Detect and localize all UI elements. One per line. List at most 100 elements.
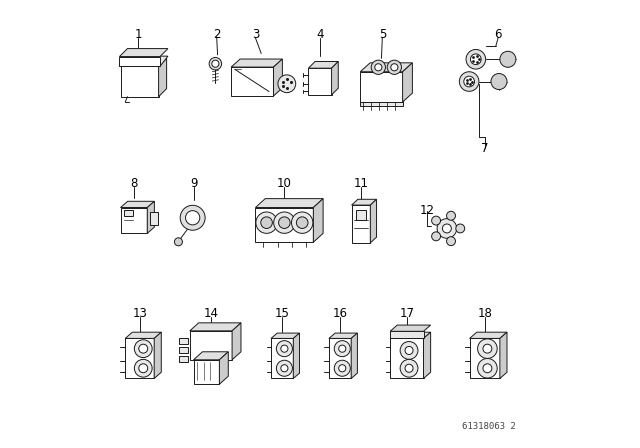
- Circle shape: [483, 364, 492, 373]
- Circle shape: [209, 57, 221, 70]
- Circle shape: [276, 360, 292, 376]
- Polygon shape: [120, 56, 160, 66]
- Circle shape: [278, 217, 290, 228]
- Polygon shape: [293, 333, 300, 379]
- Circle shape: [405, 364, 413, 372]
- Polygon shape: [390, 325, 431, 332]
- Text: 13: 13: [132, 307, 147, 320]
- Polygon shape: [424, 332, 431, 379]
- Polygon shape: [120, 56, 168, 66]
- Polygon shape: [360, 63, 412, 72]
- Text: 11: 11: [353, 177, 369, 190]
- Circle shape: [256, 212, 277, 233]
- Polygon shape: [351, 333, 357, 379]
- Circle shape: [260, 217, 273, 228]
- Text: 12: 12: [419, 204, 435, 217]
- Polygon shape: [231, 59, 282, 67]
- Circle shape: [334, 340, 350, 357]
- Circle shape: [339, 345, 346, 352]
- Circle shape: [477, 339, 497, 358]
- Circle shape: [400, 341, 418, 359]
- Bar: [124, 210, 134, 216]
- Circle shape: [134, 340, 152, 358]
- Text: 6: 6: [494, 28, 502, 41]
- Circle shape: [387, 60, 401, 74]
- Circle shape: [139, 344, 148, 353]
- Circle shape: [431, 232, 440, 241]
- Polygon shape: [329, 333, 357, 338]
- Circle shape: [139, 364, 148, 373]
- Circle shape: [339, 365, 346, 372]
- Circle shape: [442, 224, 451, 233]
- Text: 4: 4: [316, 28, 324, 41]
- Polygon shape: [271, 338, 293, 379]
- Circle shape: [470, 54, 481, 65]
- Text: 7: 7: [481, 142, 488, 155]
- Circle shape: [477, 358, 497, 378]
- Polygon shape: [360, 102, 403, 107]
- Polygon shape: [273, 59, 282, 96]
- Circle shape: [456, 224, 465, 233]
- Bar: [179, 347, 188, 353]
- Circle shape: [334, 360, 350, 376]
- Polygon shape: [193, 352, 228, 360]
- Text: 15: 15: [275, 307, 289, 320]
- Circle shape: [375, 64, 382, 71]
- Circle shape: [460, 72, 479, 91]
- Text: 61318063 2: 61318063 2: [462, 422, 516, 431]
- Polygon shape: [390, 332, 424, 338]
- Circle shape: [281, 345, 288, 352]
- Text: 8: 8: [130, 177, 138, 190]
- Text: 2: 2: [213, 28, 220, 41]
- Polygon shape: [403, 63, 412, 102]
- Polygon shape: [332, 61, 339, 95]
- Polygon shape: [154, 332, 161, 379]
- Circle shape: [405, 346, 413, 354]
- Polygon shape: [120, 207, 147, 233]
- Polygon shape: [500, 332, 507, 379]
- Polygon shape: [351, 199, 376, 205]
- Circle shape: [437, 219, 457, 238]
- Polygon shape: [125, 332, 161, 338]
- Circle shape: [180, 205, 205, 230]
- Circle shape: [447, 237, 456, 246]
- Polygon shape: [351, 205, 371, 243]
- Circle shape: [447, 211, 456, 220]
- Polygon shape: [121, 66, 159, 97]
- Polygon shape: [360, 72, 403, 102]
- Circle shape: [276, 340, 292, 357]
- Circle shape: [296, 217, 308, 228]
- Polygon shape: [190, 323, 241, 331]
- Circle shape: [464, 76, 474, 87]
- Circle shape: [291, 212, 313, 233]
- Polygon shape: [390, 332, 431, 338]
- Polygon shape: [147, 201, 154, 233]
- Bar: [179, 356, 188, 362]
- Text: 10: 10: [277, 177, 292, 190]
- Circle shape: [278, 75, 296, 93]
- Polygon shape: [121, 58, 166, 66]
- Circle shape: [186, 211, 200, 225]
- Circle shape: [175, 238, 182, 246]
- Polygon shape: [255, 207, 314, 242]
- Bar: [356, 210, 366, 220]
- Text: 9: 9: [191, 177, 198, 190]
- Text: 1: 1: [134, 28, 142, 41]
- Circle shape: [500, 51, 516, 67]
- Bar: [179, 338, 188, 345]
- Polygon shape: [314, 198, 323, 242]
- Polygon shape: [159, 58, 166, 97]
- Polygon shape: [308, 61, 339, 68]
- Polygon shape: [255, 198, 323, 207]
- Polygon shape: [470, 332, 507, 338]
- Bar: [150, 211, 158, 225]
- Text: 16: 16: [333, 307, 348, 320]
- Text: 3: 3: [252, 28, 259, 41]
- Polygon shape: [125, 338, 154, 379]
- Polygon shape: [120, 201, 154, 207]
- Circle shape: [134, 359, 152, 377]
- Polygon shape: [120, 48, 168, 56]
- Circle shape: [466, 49, 486, 69]
- Polygon shape: [371, 199, 376, 243]
- Circle shape: [391, 64, 398, 71]
